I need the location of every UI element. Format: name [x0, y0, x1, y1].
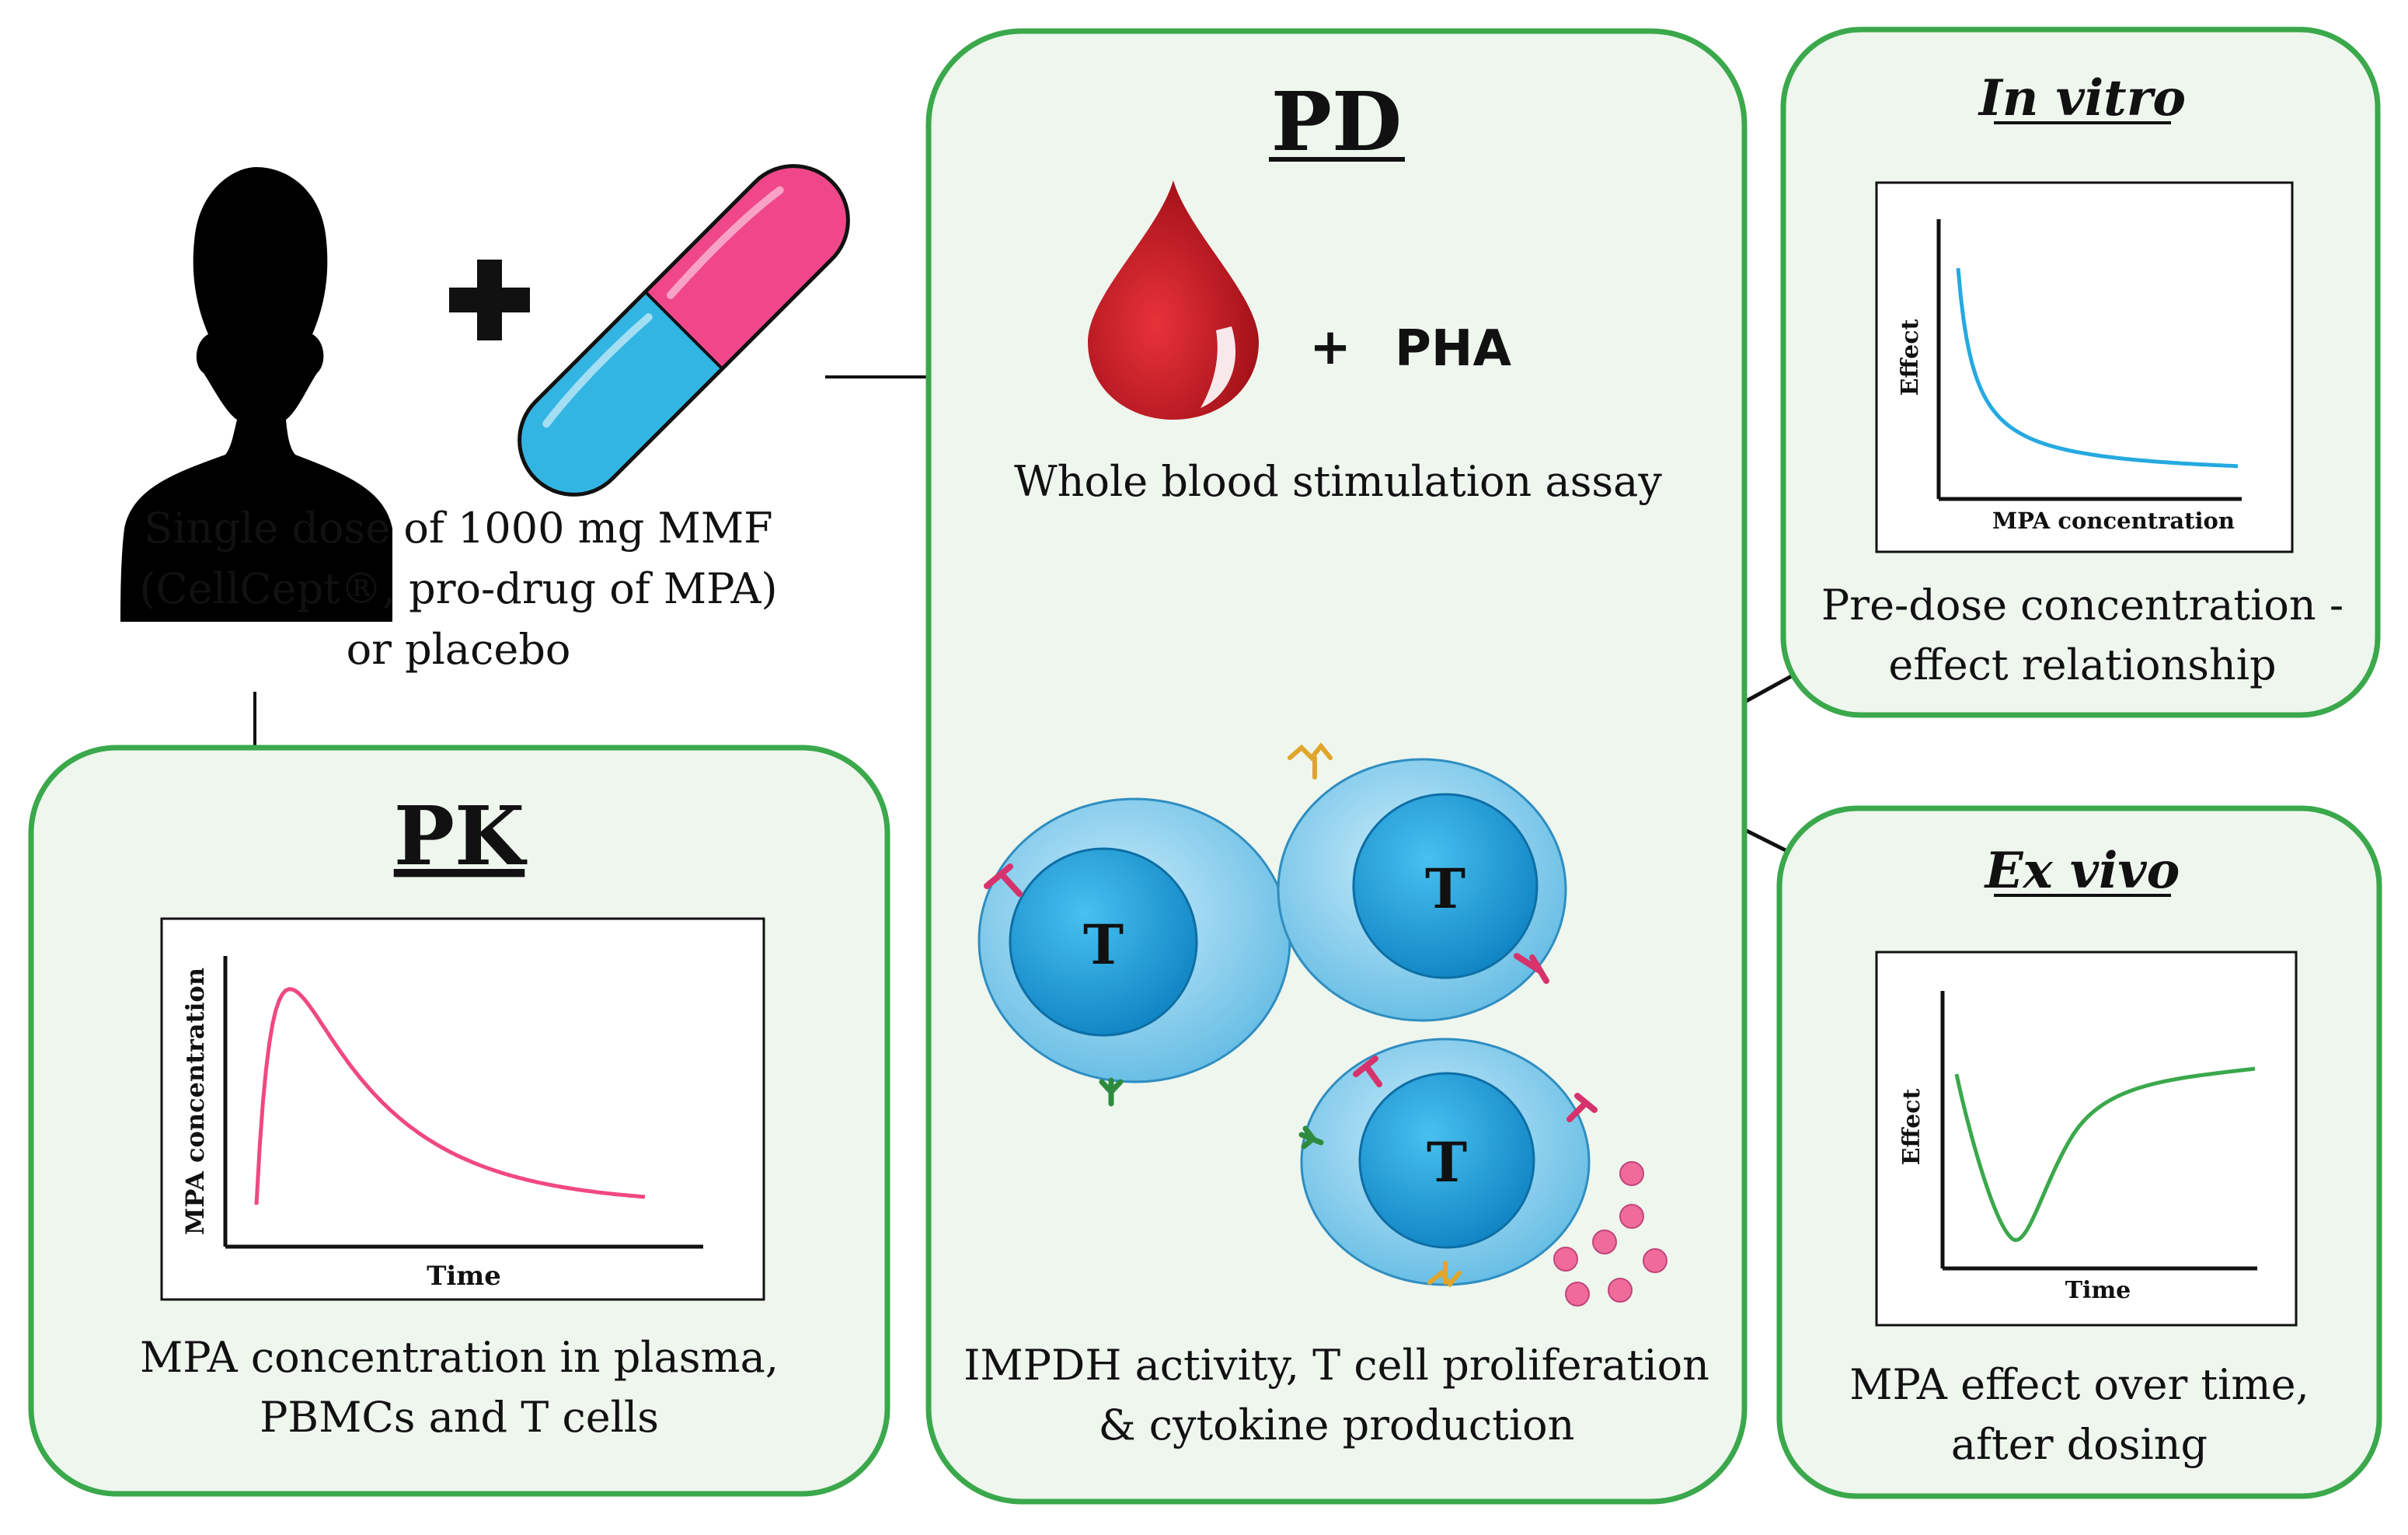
- pk-title: PK: [394, 788, 528, 884]
- pk-x-label: Time: [427, 1261, 501, 1292]
- pk-caption-line-1: MPA concentration in plasma,: [140, 1333, 779, 1382]
- pd-caption-line-2: & cytokine production: [1099, 1401, 1575, 1450]
- pd-title: PD: [1271, 74, 1402, 169]
- in-vitro-title: In vitro: [1978, 69, 2186, 127]
- capsule-icon: [517, 164, 850, 497]
- t-cell-label-3: T: [1427, 1130, 1467, 1195]
- in-vitro-caption-line-2: effect relationship: [1888, 640, 2276, 689]
- ex-vivo-effect-curve: [1954, 1066, 2256, 1242]
- ex-vivo-title: Ex vivo: [1984, 842, 2180, 900]
- pd-plus: +: [1309, 319, 1351, 376]
- pk-concentration-curve: [254, 987, 646, 1205]
- blood-drop-icon: [1088, 180, 1259, 420]
- ex-vivo-y-label: Effect: [1898, 1089, 1925, 1166]
- ex-vivo-caption-line-2: after dosing: [1951, 1420, 2208, 1469]
- in-vitro-chart-frame: [1875, 181, 2294, 553]
- cytokine-dots: [1553, 1161, 1667, 1306]
- ex-vivo-panel: Ex vivo Time Effect MPA effect over time…: [1776, 805, 2382, 1499]
- dose-text-line-3: or placebo: [347, 625, 571, 674]
- t-cell-label-2: T: [1425, 856, 1465, 921]
- plus-icon: [449, 260, 530, 340]
- ex-vivo-chart: Time Effect: [1875, 951, 2298, 1327]
- dose-text-line-2: (CellCept®, pro-drug of MPA): [139, 564, 777, 613]
- in-vitro-y-label: Effect: [1897, 319, 1924, 396]
- receptor-y-icons: [1099, 1077, 1324, 1150]
- pd-stimulant: PHA: [1395, 320, 1511, 378]
- in-vitro-x-label: MPA concentration: [1992, 508, 2235, 534]
- pk-chart: Time MPA concentration: [160, 917, 765, 1301]
- person-icon: [120, 167, 392, 622]
- ex-vivo-x-label: Time: [2065, 1277, 2131, 1304]
- pk-chart-frame: [160, 917, 765, 1301]
- ex-vivo-chart-frame: [1875, 951, 2298, 1327]
- receptor-icons: [984, 863, 1598, 1122]
- dose-text-line-1: Single dose of 1000 mg MMF: [144, 504, 772, 553]
- t-cell-doublet: T T: [977, 758, 1567, 1083]
- in-vitro-panel: In vitro MPA concentration Effect Pre-do…: [1780, 26, 2381, 718]
- t-cell-label-1: T: [1083, 912, 1124, 977]
- receptor-zigzag-icons: [1288, 742, 1462, 1288]
- in-vitro-caption-line-1: Pre-dose concentration -: [1821, 581, 2344, 630]
- t-cell-single: T: [1300, 1038, 1591, 1286]
- t-cells-illustration: T T T: [977, 742, 1667, 1306]
- pk-panel: PK Time MPA concentration MPA concentrat…: [28, 745, 890, 1497]
- pd-assay-label: Whole blood stimulation assay: [1014, 457, 1662, 506]
- in-vitro-effect-curve: [1956, 267, 2239, 469]
- pk-y-label: MPA concentration: [180, 968, 210, 1235]
- ex-vivo-caption-line-1: MPA effect over time,: [1849, 1360, 2309, 1409]
- pd-panel: PD + PHA Whole blood stimulation assay T…: [925, 28, 1748, 1505]
- pd-caption-line-1: IMPDH activity, T cell proliferation: [964, 1341, 1709, 1390]
- pk-caption-line-2: PBMCs and T cells: [260, 1393, 659, 1442]
- in-vitro-chart: MPA concentration Effect: [1875, 181, 2294, 553]
